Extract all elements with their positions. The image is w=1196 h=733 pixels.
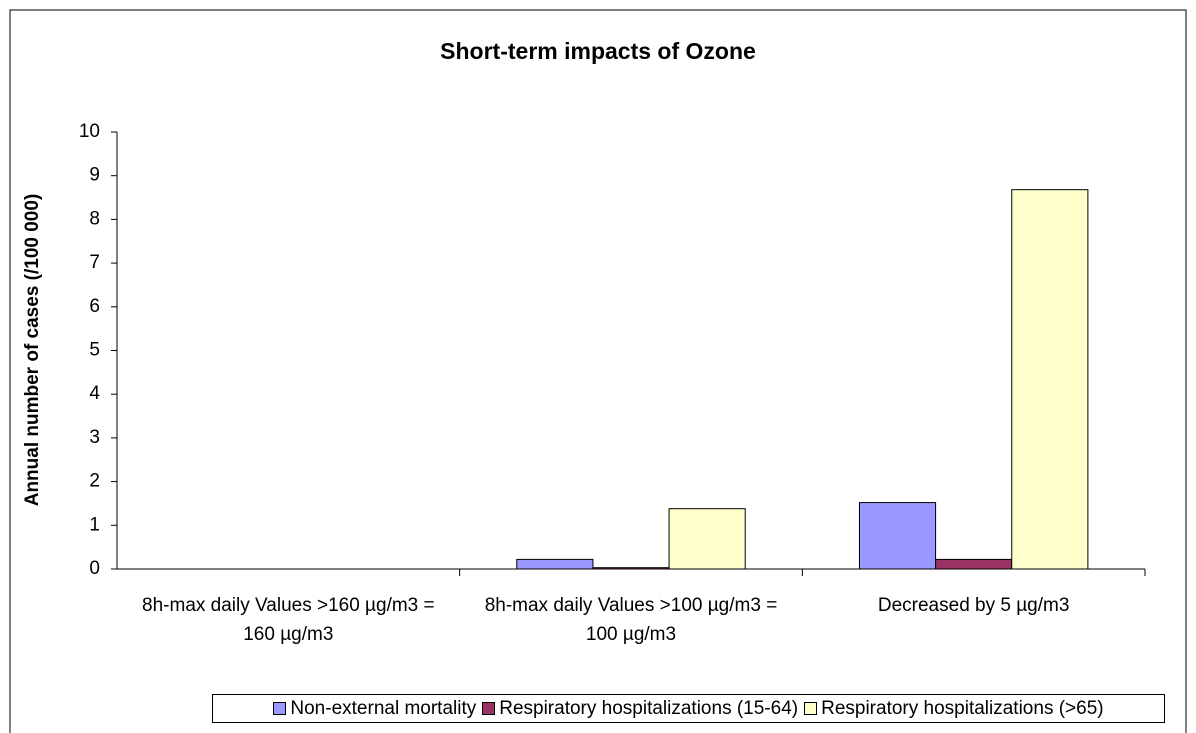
legend-item: Respiratory hospitalizations (15-64) bbox=[482, 698, 798, 720]
legend-swatch bbox=[804, 702, 818, 715]
bar bbox=[592, 567, 670, 570]
y-tick-label: 5 bbox=[89, 340, 100, 361]
y-tick-label: 1 bbox=[89, 514, 100, 535]
x-tick-label: Decreased by 5 µg/m3 bbox=[877, 595, 1070, 616]
y-tick-label: 10 bbox=[79, 121, 100, 142]
y-tick-label: 8 bbox=[89, 208, 100, 229]
bar bbox=[935, 558, 1013, 570]
y-tick-label: 3 bbox=[89, 427, 100, 448]
x-tick-label: 8h-max daily Values >100 µg/m3 = 100 µg/… bbox=[484, 595, 778, 645]
bar bbox=[1011, 189, 1089, 570]
chart-title: Short-term impacts of Ozone bbox=[440, 38, 756, 64]
legend-item: Respiratory hospitalizations (>65) bbox=[804, 698, 1104, 720]
legend: Non-external mortality Respiratory hospit… bbox=[212, 694, 1165, 723]
bar bbox=[668, 508, 746, 570]
legend-swatch bbox=[482, 702, 496, 715]
y-tick-label: 4 bbox=[89, 383, 100, 404]
y-tick-label: 9 bbox=[89, 165, 100, 186]
y-tick-label: 2 bbox=[89, 471, 100, 492]
legend-swatch bbox=[273, 702, 287, 715]
x-tick-label: 8h-max daily Values >160 µg/m3 = 160 µg/… bbox=[142, 595, 435, 645]
legend-label: Non-external mortality bbox=[290, 697, 477, 719]
y-tick-label: 7 bbox=[89, 252, 100, 273]
legend-item: Non-external mortality bbox=[273, 698, 476, 720]
bar bbox=[516, 558, 594, 570]
legend-label: Respiratory hospitalizations (15-64) bbox=[499, 697, 799, 719]
bar bbox=[858, 502, 937, 570]
frame bbox=[9, 9, 1187, 733]
y-tick-label: 6 bbox=[89, 296, 100, 317]
y-tick-label: 0 bbox=[89, 558, 100, 579]
y-axis-label: Annual number of cases (/100 000) bbox=[22, 194, 43, 507]
legend-label: Respiratory hospitalizations (>65) bbox=[821, 697, 1104, 719]
